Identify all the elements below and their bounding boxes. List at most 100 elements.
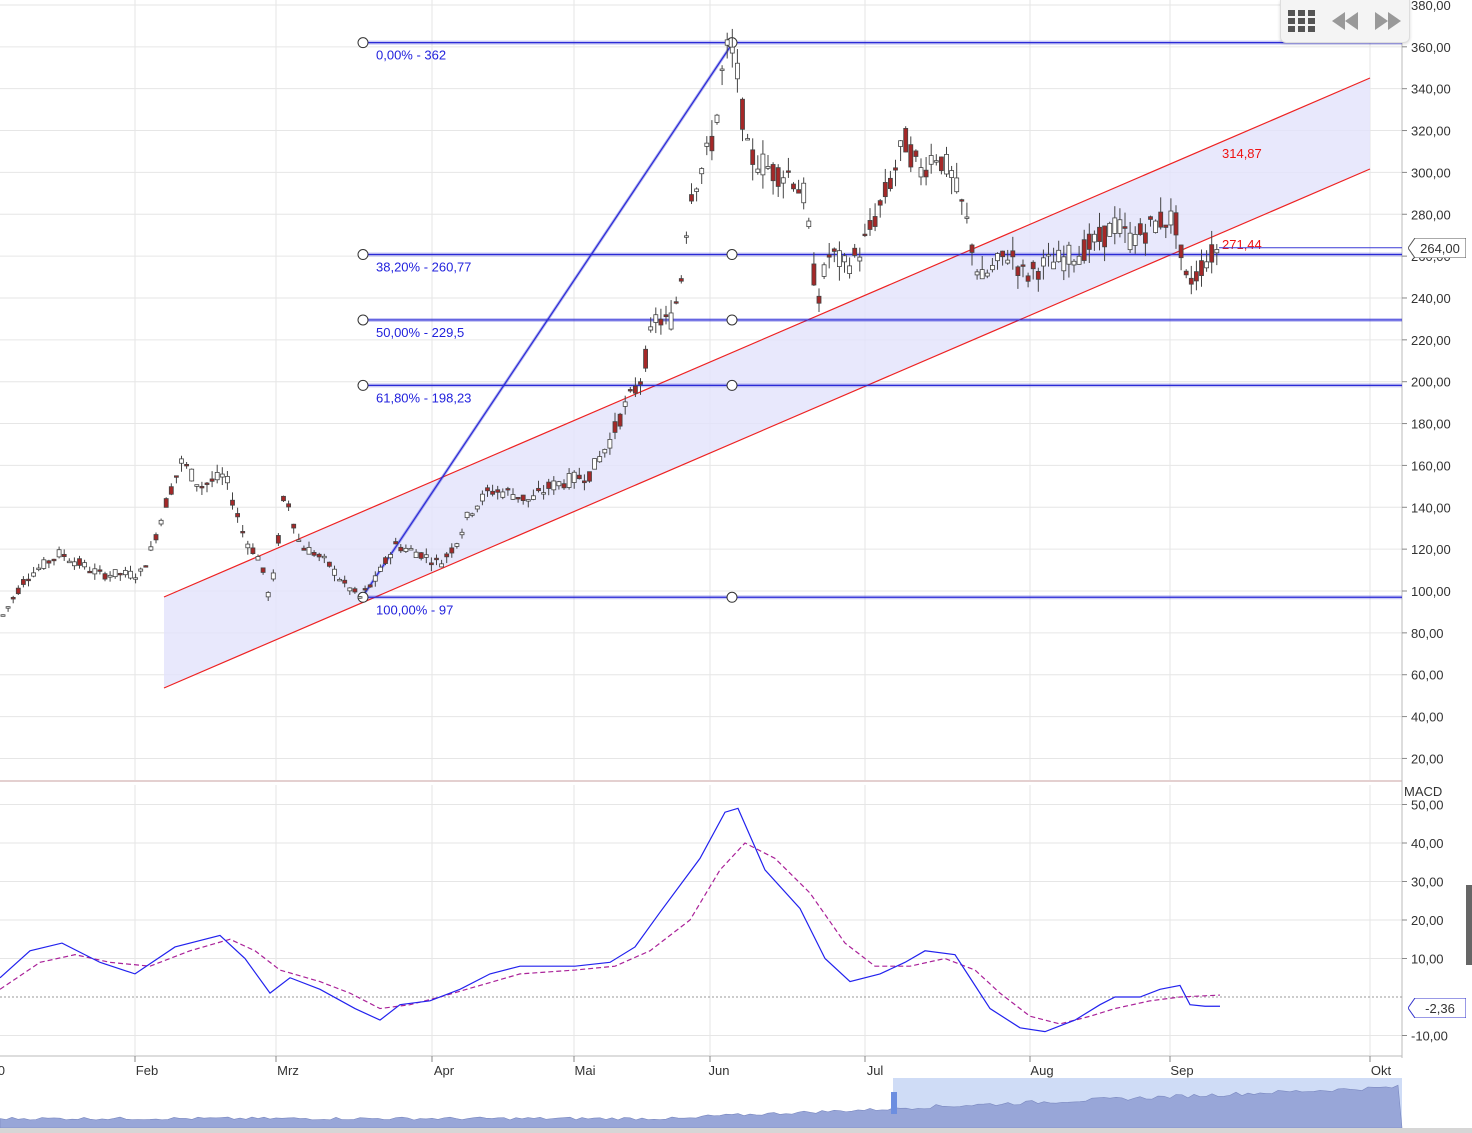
y-tick-label: 160,00 <box>1411 458 1451 473</box>
candle-body <box>204 482 210 485</box>
candle-body <box>10 596 16 600</box>
x-tick-label: Mai <box>575 1063 596 1078</box>
candle-body <box>709 135 715 152</box>
candle-body <box>82 562 87 568</box>
macd-scroll-handle <box>1466 885 1472 965</box>
channel-value-label: 314,87 <box>1222 146 1262 161</box>
price-axis: 380,00360,00340,00320,00300,00280,00260,… <box>1219 0 1451 766</box>
candle-body <box>102 573 108 580</box>
candle-body <box>31 572 37 577</box>
x-tick-label: Feb <box>136 1063 158 1078</box>
x-tick-label: Sep <box>1170 1063 1193 1078</box>
candle-body <box>541 492 546 495</box>
candle-body <box>724 39 730 46</box>
fib-level-label: 38,20% - 260,77 <box>376 260 471 275</box>
candle-body <box>755 168 761 173</box>
candle-body <box>831 248 837 252</box>
channel-lower-line <box>163 168 1371 689</box>
candle-body <box>245 543 251 549</box>
macd-y-tick-label: -10,00 <box>1411 1029 1448 1044</box>
y-tick-label: 40,00 <box>1411 710 1444 725</box>
last-price-tag: 264,00 <box>1407 237 1467 259</box>
candle-body <box>663 314 669 318</box>
candle-body <box>418 552 424 559</box>
grid-menu-icon[interactable] <box>1285 6 1319 36</box>
candle-body <box>791 183 796 190</box>
macd-value-tag: -2,36 <box>1407 997 1467 1019</box>
candle-body <box>1194 271 1199 282</box>
candle-body <box>474 505 480 510</box>
y-tick-label: 300,00 <box>1411 165 1451 180</box>
navigator[interactable] <box>0 1078 1472 1133</box>
candle-body <box>1056 249 1062 263</box>
candle-body <box>1112 217 1118 234</box>
fibonacci-retracement[interactable]: 0,00% - 362 38,20% - 260,77 50,00% - 229,5… <box>357 37 1402 618</box>
candle-body <box>449 547 455 554</box>
candle-body <box>984 272 990 277</box>
fib-level-label: 50,00% - 229,5 <box>376 325 464 340</box>
candle-body <box>969 244 975 253</box>
x-tick-label: Okt <box>1371 1063 1392 1078</box>
candle-body <box>352 588 358 593</box>
fib-handle <box>726 591 738 603</box>
candle-body <box>740 98 745 130</box>
candle-body <box>56 549 62 558</box>
candle-body <box>770 164 776 182</box>
fib-handle <box>726 314 738 326</box>
candle-body <box>1020 264 1026 267</box>
candle-body <box>428 562 434 566</box>
candle-body <box>918 167 924 178</box>
candle-body <box>337 579 343 582</box>
y-tick-label: 340,00 <box>1411 82 1451 97</box>
candle-body <box>301 547 307 551</box>
candle-body <box>888 177 893 189</box>
candle-body <box>515 497 521 500</box>
candle-body <box>286 503 292 508</box>
candle-body <box>332 568 337 576</box>
candle-body <box>729 46 735 54</box>
candle-body <box>1071 260 1077 266</box>
navigator-left-handle <box>891 1092 897 1114</box>
candle-body <box>979 269 985 280</box>
candle-body <box>913 150 919 157</box>
candle-body <box>15 587 21 595</box>
channel-fill <box>164 78 1370 688</box>
fib-level-label: 100,00% - 97 <box>376 602 453 617</box>
candle-body <box>255 556 261 561</box>
candle-body <box>413 551 419 559</box>
candle-body <box>128 570 133 579</box>
candle-body <box>536 487 541 492</box>
candle-body <box>576 474 582 480</box>
candle-body <box>1132 234 1138 246</box>
candle-body <box>582 480 587 484</box>
grid-lines <box>0 0 1403 1058</box>
candle-body <box>1199 260 1204 276</box>
fast-forward-icon[interactable] <box>1371 6 1405 36</box>
candle-body <box>240 531 246 534</box>
candle-body <box>1127 232 1133 251</box>
candle-body <box>1168 210 1174 226</box>
candle-body <box>765 166 771 169</box>
x-tick-label: Jul <box>867 1063 884 1078</box>
candle-body <box>525 499 531 502</box>
y-tick-label: 60,00 <box>1411 668 1444 683</box>
candle-body <box>479 493 485 502</box>
candle-body <box>235 513 241 518</box>
candle-body <box>326 561 332 567</box>
candle-body <box>1041 257 1046 267</box>
candle-body <box>194 484 200 487</box>
candle-body <box>1000 250 1005 258</box>
y-tick-label: 200,00 <box>1411 375 1451 390</box>
candle-body <box>230 499 235 506</box>
candle-body <box>1081 239 1087 261</box>
candle-body <box>1178 244 1184 259</box>
candle-body <box>66 560 72 564</box>
candle-body <box>265 592 271 598</box>
candle-body <box>1015 266 1021 276</box>
rewind-icon[interactable] <box>1328 6 1362 36</box>
candle-body <box>485 487 490 492</box>
candle-body <box>612 421 618 433</box>
candle-body <box>990 264 995 271</box>
candle-body <box>1137 223 1143 235</box>
